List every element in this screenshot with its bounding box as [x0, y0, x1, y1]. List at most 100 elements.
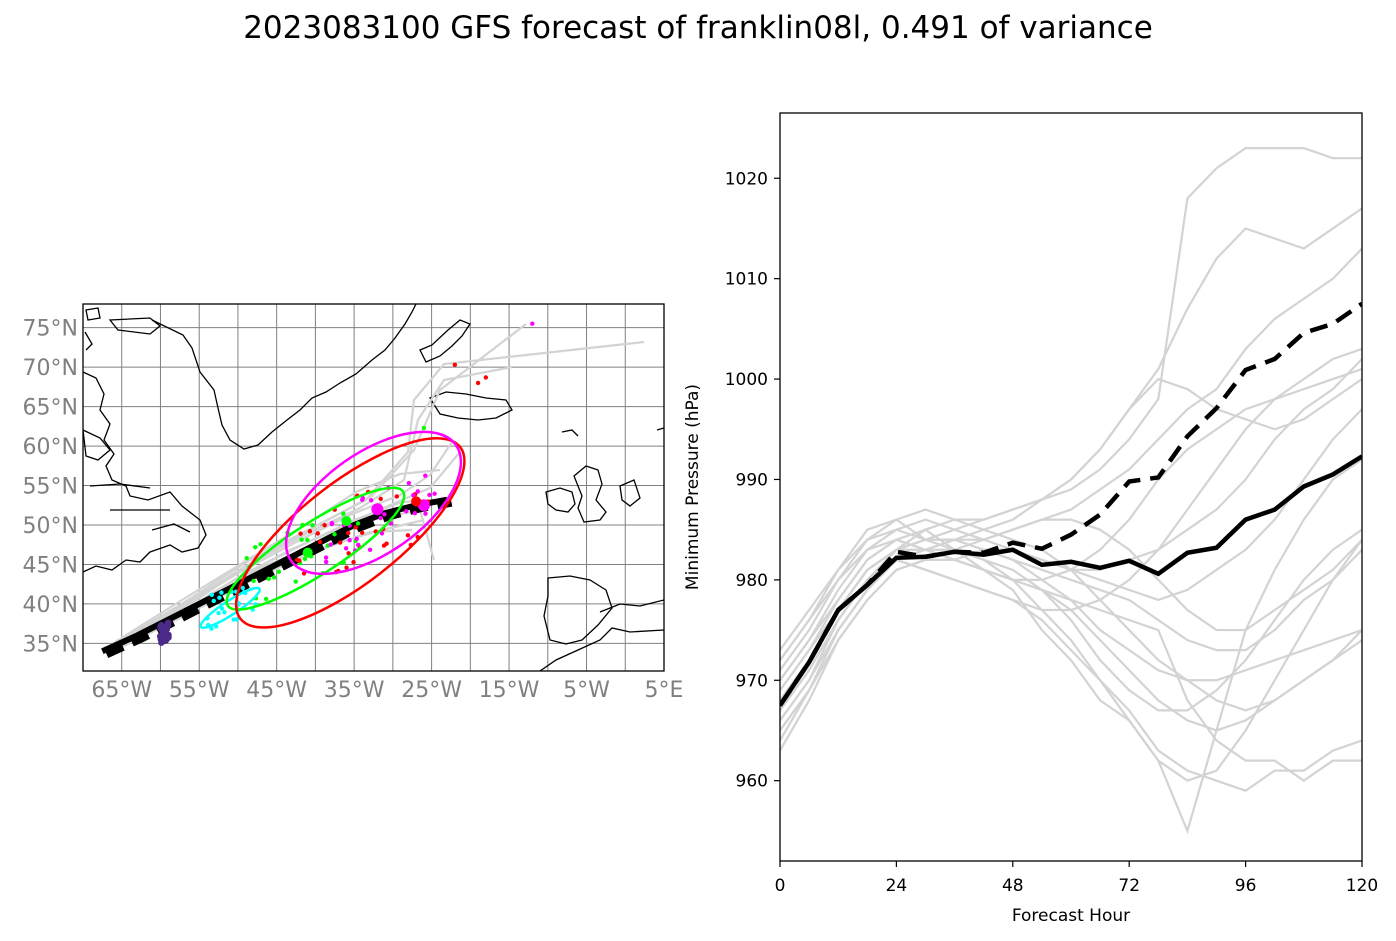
mean-track-solid — [101, 496, 448, 655]
uncertainty-ellipses — [199, 430, 466, 629]
member-pressure-line — [780, 558, 1362, 792]
forecast-dot — [272, 575, 277, 580]
map-lat-tick-label: 55°N — [23, 475, 78, 500]
member-pressure-line — [780, 147, 1362, 702]
forecast-dot — [379, 531, 385, 536]
x-axis-label: Forecast Hour — [1012, 906, 1130, 926]
forecast-dot — [244, 555, 249, 561]
forecast-dot — [219, 590, 224, 595]
forecast-dot — [368, 498, 374, 503]
y-tick-label: 960 — [736, 772, 768, 792]
forecast-dot — [231, 617, 236, 622]
x-tick-label: 72 — [1118, 876, 1140, 896]
forecast-dot — [360, 497, 365, 502]
forecast-dot — [378, 496, 383, 502]
x-tick-label: 48 — [1002, 876, 1024, 896]
forecast-dot — [329, 521, 334, 527]
forecast-dot — [427, 492, 432, 498]
forecast-dot — [211, 598, 216, 604]
member-pressure-line — [780, 377, 1362, 712]
map-lat-tick-label: 50°N — [23, 514, 78, 539]
forecast-dot — [423, 473, 428, 478]
forecast-dot — [299, 537, 304, 542]
forecast-dot — [343, 546, 349, 551]
y-tick-label: 1000 — [725, 370, 768, 390]
forecast-dot — [346, 530, 351, 536]
forecast-dot — [421, 425, 427, 431]
forecast-dot — [310, 523, 315, 528]
pressure-frame — [779, 112, 1363, 862]
forecast-dot — [347, 538, 352, 543]
forecast-dot — [412, 511, 418, 516]
map-frame — [82, 303, 665, 672]
forecast-dot — [294, 557, 300, 563]
x-tick-label: 96 — [1235, 876, 1257, 896]
y-tick-label: 1010 — [725, 270, 768, 290]
forecast-dot — [332, 532, 337, 537]
map-lon-tick-label: 45°W — [246, 678, 307, 703]
forecast-dot — [301, 571, 307, 576]
map-tick-labels: 65°W 55°W 45°W 35°W 25°W 15°W 5°W 5°E 75°N 70°N 65… — [23, 317, 684, 703]
forecast-dot — [355, 542, 361, 548]
forecast-dot — [344, 565, 349, 570]
map-lat-tick-label: 65°N — [23, 396, 78, 421]
pressure-plot-area — [780, 147, 1362, 835]
map-lon-tick-label: 35°W — [324, 678, 385, 703]
forecast-dot — [307, 529, 313, 534]
y-tick-label: 970 — [736, 671, 768, 691]
mean-position-marker — [371, 503, 384, 516]
forecast-dot — [323, 559, 329, 565]
pressure-tick-labels: 0 24 48 72 96 120 960 970 980 990 1000 1010 1020 — [725, 169, 1378, 896]
forecast-dot — [328, 542, 333, 547]
forecast-dot — [355, 521, 361, 526]
forecast-dot — [530, 321, 535, 326]
x-tick-label: 0 — [775, 876, 786, 896]
forecast-dot — [353, 525, 358, 530]
map-lat-tick-label: 60°N — [23, 435, 78, 460]
forecast-dot — [415, 489, 420, 494]
y-tick-label: 980 — [736, 571, 768, 591]
map-lat-tick-label: 35°N — [23, 632, 78, 657]
forecast-dot — [346, 551, 351, 556]
member-pressure-line — [780, 528, 1362, 782]
x-tick-label: 24 — [886, 876, 908, 896]
forecast-dot — [315, 531, 321, 536]
forecast-dot — [475, 380, 481, 386]
uncertainty-ellipse — [234, 437, 466, 629]
forecast-dot — [217, 595, 222, 600]
forecast-dot — [351, 559, 356, 565]
forecast-dot — [384, 541, 389, 546]
forecast-dot — [263, 596, 269, 602]
member-pressure-line — [780, 518, 1362, 691]
map-lon-tick-label: 15°W — [479, 678, 540, 703]
forecast-dot — [258, 542, 263, 547]
forecast-dot — [403, 509, 409, 514]
uncertainty-ellipse — [284, 430, 463, 576]
forecast-dot — [411, 492, 416, 498]
forecast-dot — [337, 540, 343, 545]
forecast-dot — [452, 362, 458, 367]
uncertainty-ellipse — [225, 486, 406, 611]
solid-mean-pressure-line — [780, 454, 1362, 707]
forecast-dot — [251, 578, 256, 584]
forecast-dot — [236, 601, 242, 606]
map-lon-tick-label: 25°W — [401, 678, 462, 703]
map-lon-tick-label: 55°W — [169, 678, 230, 703]
forecast-dot — [483, 375, 489, 380]
forecast-dot — [234, 617, 240, 622]
map-plot-area — [83, 304, 664, 671]
forecast-dot — [406, 480, 412, 486]
forecast-dot — [209, 626, 214, 631]
map-lon-tick-label: 5°W — [563, 678, 610, 703]
forecast-dot — [367, 547, 373, 552]
member-pressure-line — [780, 458, 1362, 835]
forecast-dot — [222, 610, 227, 615]
y-tick-label: 990 — [736, 470, 768, 490]
forecast-dot — [382, 512, 387, 517]
map-lat-tick-label: 45°N — [23, 553, 78, 578]
forecast-dot — [317, 539, 323, 545]
forecast-dot — [240, 585, 245, 591]
forecast-dot — [163, 626, 170, 633]
mean-position-marker — [341, 516, 352, 527]
mean-position-marker — [302, 547, 313, 558]
